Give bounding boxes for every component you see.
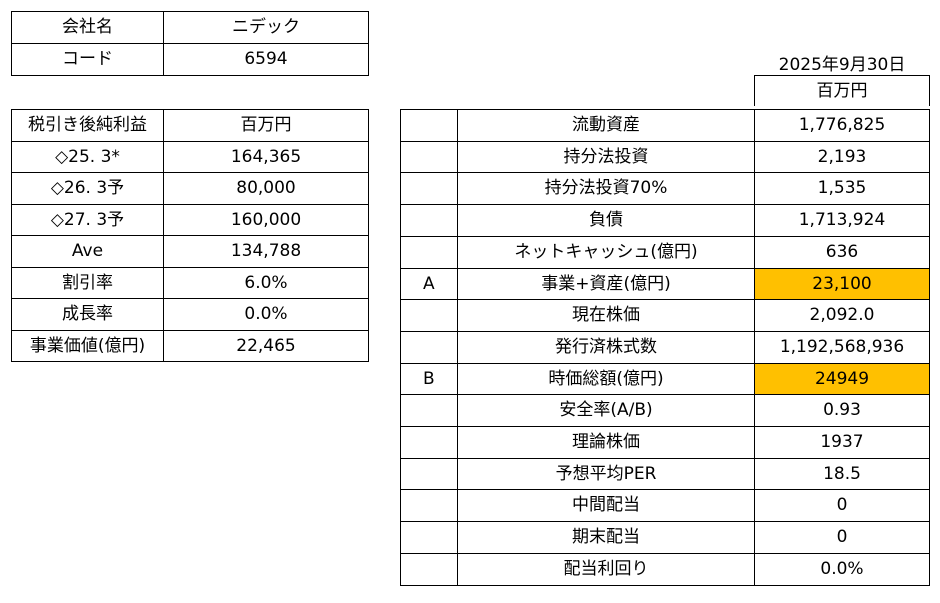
company-name-row: 会社名 ニデック xyxy=(11,11,369,44)
profit-row-label[interactable]: ◇27. 3予 xyxy=(11,203,164,236)
profit-row-label[interactable]: 事業価値(億円) xyxy=(11,329,164,362)
row-label[interactable]: 予想平均PER xyxy=(457,457,755,491)
row-label[interactable]: 中間配当 xyxy=(457,489,755,523)
profit-header-unit[interactable]: 百万円 xyxy=(163,109,369,142)
row-value[interactable]: 636 xyxy=(754,235,930,269)
profit-row-label[interactable]: 割引率 xyxy=(11,266,164,299)
company-code-value[interactable]: 6594 xyxy=(163,43,369,76)
row-marker[interactable]: A xyxy=(400,267,458,301)
table-row: 現在株価 2,092.0 xyxy=(400,299,930,332)
profit-row-label[interactable]: 成長率 xyxy=(11,298,164,331)
highlighted-value[interactable]: 24949 xyxy=(754,362,930,396)
row-value[interactable]: 2,193 xyxy=(754,140,930,174)
company-name-value[interactable]: ニデック xyxy=(163,11,369,44)
row-value[interactable]: 0.0% xyxy=(754,552,930,586)
profit-row-value[interactable]: 134,788 xyxy=(163,235,369,268)
table-row: ネットキャッシュ(億円) 636 xyxy=(400,235,930,269)
row-label[interactable]: 期末配当 xyxy=(457,521,755,554)
table-row: 安全率(A/B) 0.93 xyxy=(400,394,930,428)
row-marker[interactable] xyxy=(400,235,458,269)
profit-header-row: 税引き後純利益 百万円 xyxy=(11,109,369,142)
table-row: 中間配当 0 xyxy=(400,489,930,523)
row-value[interactable]: 0 xyxy=(754,521,930,554)
row-label[interactable]: 流動資産 xyxy=(457,109,755,142)
row-marker[interactable] xyxy=(400,172,458,206)
table-row: 配当利回り 0.0% xyxy=(400,552,930,586)
table-row: 理論株価 1937 xyxy=(400,426,930,459)
valuation-table: 流動資産 1,776,825 持分法投資 2,193 持分法投資70% 1,535 負債 1,… xyxy=(400,109,930,586)
row-marker[interactable] xyxy=(400,109,458,142)
table-row: 事業価値(億円) 22,465 xyxy=(11,329,369,362)
profit-row-value[interactable]: 160,000 xyxy=(163,203,369,236)
row-label[interactable]: 負債 xyxy=(457,204,755,237)
company-name-label[interactable]: 会社名 xyxy=(11,11,164,44)
row-label[interactable]: 現在株価 xyxy=(457,299,755,332)
table-row: ◇25. 3* 164,365 xyxy=(11,140,369,173)
table-row: 負債 1,713,924 xyxy=(400,204,930,237)
profit-row-value[interactable]: 164,365 xyxy=(163,140,369,173)
row-label[interactable]: 安全率(A/B) xyxy=(457,394,755,428)
row-label[interactable]: 時価総額(億円) xyxy=(457,362,755,396)
company-info-table: 会社名 ニデック コード 6594 xyxy=(11,11,369,76)
row-value[interactable]: 0 xyxy=(754,489,930,523)
table-row: ◇26. 3予 80,000 xyxy=(11,172,369,205)
row-marker[interactable] xyxy=(400,457,458,491)
table-row: Ave 134,788 xyxy=(11,235,369,268)
row-label[interactable]: ネットキャッシュ(億円) xyxy=(457,235,755,269)
profit-row-value[interactable]: 22,465 xyxy=(163,329,369,362)
valuation-table-body: 流動資産 1,776,825 持分法投資 2,193 持分法投資70% 1,535 負債 1,… xyxy=(400,109,930,586)
unit-row: 百万円 xyxy=(754,75,930,106)
row-marker[interactable] xyxy=(400,489,458,523)
row-value[interactable]: 0.93 xyxy=(754,394,930,428)
unit-label[interactable]: 百万円 xyxy=(754,75,930,106)
table-row: 成長率 0.0% xyxy=(11,298,369,331)
row-value[interactable]: 2,092.0 xyxy=(754,299,930,332)
row-marker[interactable] xyxy=(400,552,458,586)
table-row: B 時価総額(億円) 24949 xyxy=(400,362,930,396)
row-marker[interactable]: B xyxy=(400,362,458,396)
row-label[interactable]: 持分法投資70% xyxy=(457,172,755,206)
table-row: 持分法投資 2,193 xyxy=(400,140,930,174)
row-value[interactable]: 1,192,568,936 xyxy=(754,330,930,364)
row-label[interactable]: 持分法投資 xyxy=(457,140,755,174)
table-row: 割引率 6.0% xyxy=(11,266,369,299)
table-row: 流動資産 1,776,825 xyxy=(400,109,930,142)
net-profit-table: 税引き後純利益 百万円 ◇25. 3* 164,365 ◇26. 3予 80,0… xyxy=(11,109,369,362)
row-value[interactable]: 1,776,825 xyxy=(754,109,930,142)
row-value[interactable]: 1937 xyxy=(754,426,930,459)
row-value[interactable]: 1,535 xyxy=(754,172,930,206)
row-marker[interactable] xyxy=(400,426,458,459)
profit-row-label[interactable]: Ave xyxy=(11,235,164,268)
highlighted-value[interactable]: 23,100 xyxy=(754,267,930,301)
profit-row-value[interactable]: 6.0% xyxy=(163,266,369,299)
row-marker[interactable] xyxy=(400,330,458,364)
table-row: A 事業+資産(億円) 23,100 xyxy=(400,267,930,301)
row-label[interactable]: 配当利回り xyxy=(457,552,755,586)
row-label[interactable]: 発行済株式数 xyxy=(457,330,755,364)
row-value[interactable]: 1,713,924 xyxy=(754,204,930,237)
profit-row-value[interactable]: 0.0% xyxy=(163,298,369,331)
profit-header-label[interactable]: 税引き後純利益 xyxy=(11,109,164,142)
row-marker[interactable] xyxy=(400,140,458,174)
profit-row-value[interactable]: 80,000 xyxy=(163,172,369,205)
profit-row-label[interactable]: ◇26. 3予 xyxy=(11,172,164,205)
table-row: ◇27. 3予 160,000 xyxy=(11,203,369,236)
row-value[interactable]: 18.5 xyxy=(754,457,930,491)
table-row: 予想平均PER 18.5 xyxy=(400,457,930,491)
table-row: 期末配当 0 xyxy=(400,521,930,554)
table-row: 発行済株式数 1,192,568,936 xyxy=(400,330,930,364)
profit-row-label[interactable]: ◇25. 3* xyxy=(11,140,164,173)
row-marker[interactable] xyxy=(400,394,458,428)
unit-header-table: 百万円 xyxy=(754,75,930,106)
table-row: 持分法投資70% 1,535 xyxy=(400,172,930,206)
date-label[interactable]: 2025年9月30日 xyxy=(778,55,906,75)
row-label[interactable]: 理論株価 xyxy=(457,426,755,459)
row-marker[interactable] xyxy=(400,204,458,237)
company-code-row: コード 6594 xyxy=(11,43,369,76)
company-code-label[interactable]: コード xyxy=(11,43,164,76)
row-marker[interactable] xyxy=(400,299,458,332)
row-marker[interactable] xyxy=(400,521,458,554)
row-label[interactable]: 事業+資産(億円) xyxy=(457,267,755,301)
